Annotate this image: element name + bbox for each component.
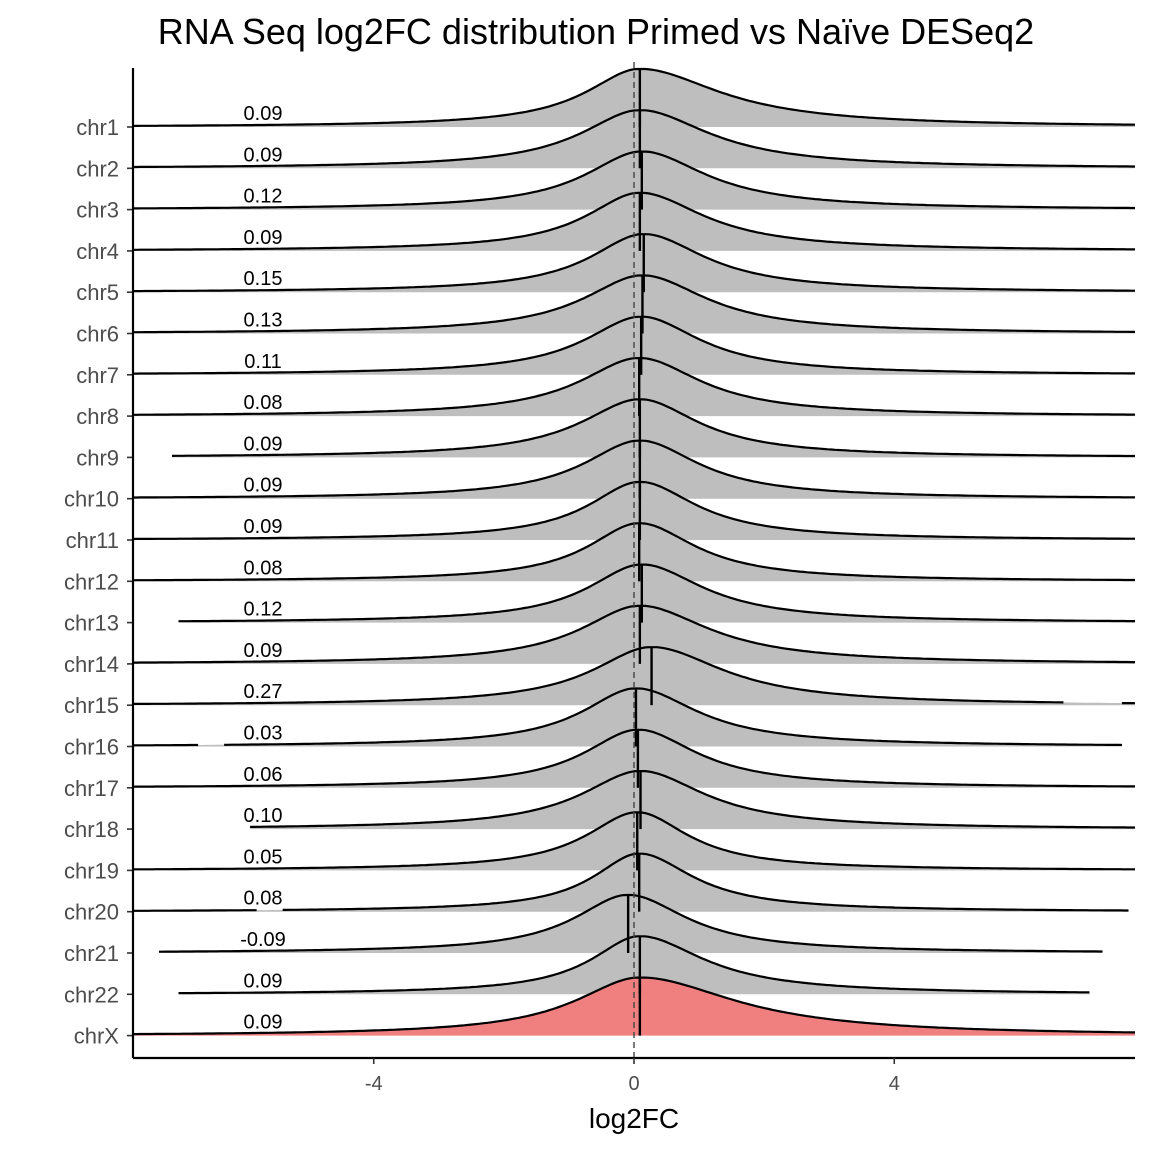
y-tick-label-chr9: chr9 [76,445,119,470]
ridge-fill-chr17 [133,729,1135,788]
y-tick-label-chr1: chr1 [76,115,119,140]
median-value-label-chr9: 0.09 [244,433,283,455]
ridge-chr18 [250,770,1136,830]
ridge-line-chr20 [133,852,1129,912]
ridge-fill-chr13 [178,564,1135,623]
median-value-label-chrX: 0.09 [244,1012,283,1034]
y-tick-label-chr7: chr7 [76,363,119,388]
ridge-fill-chr3 [133,151,1135,210]
median-value-label-chr21: -0.09 [240,929,286,951]
y-tick-label-chr11: chr11 [66,528,119,553]
y-tick-label-chr4: chr4 [76,239,119,264]
x-tick-label: -4 [365,1073,383,1095]
ridge-line-chr21 [159,893,1103,953]
x-tick-label: 0 [628,1073,639,1095]
median-lines-group [626,69,653,1036]
median-value-label-chr18: 0.10 [244,805,283,827]
median-value-label-chr6: 0.13 [244,310,283,332]
y-tick-label-chr16: chr16 [64,735,119,760]
ridge-line-chr18 [250,770,1135,829]
ridge-fill-chr2 [133,110,1135,169]
ridge-fill-chr4 [133,192,1135,251]
median-value-label-chr10: 0.09 [244,475,283,497]
ridge-fill-chr20 [133,853,1129,912]
ridge-fill-chr9 [172,399,1135,458]
ridge-chr13 [178,563,1135,623]
ridge-line-chr8 [133,357,1135,416]
ridge-fill-chr19 [133,812,1135,871]
ridge-chr10 [133,439,1135,499]
ridge-line-chr10 [133,439,1135,499]
y-tick-label-chr15: chr15 [64,693,119,718]
y-tick-label-chrX: chrX [74,1024,120,1049]
y-tick-label-chr14: chr14 [64,652,119,677]
ridge-line-chr1 [133,67,1136,127]
y-tick-label-chr13: chr13 [64,611,119,636]
ridge-line-chr17 [132,728,1135,788]
median-value-label-chr3: 0.12 [244,186,283,208]
ridge-fill-chr11 [133,482,1135,540]
median-value-label-chr14: 0.09 [244,640,283,662]
y-tick-label-chr8: chr8 [76,404,119,429]
ridge-line-chr2 [133,109,1135,169]
median-value-label-chr11: 0.09 [244,516,283,538]
y-tick-label-chr22: chr22 [64,982,119,1007]
ridge-line-chr9 [171,398,1135,458]
value-labels-group: 0.09 0.09 0.12 0.09 0.15 0.13 0.11 0.08 0.09 0.09… [240,103,286,1034]
ridge-line-chr16 [133,687,1122,747]
x-tick-label: 4 [889,1073,900,1095]
ridge-line-chr13 [178,563,1135,623]
ridge-chr9 [171,398,1135,458]
median-value-label-chr5: 0.15 [244,268,283,290]
y-axis: chr1 chr2 chr3 chr4 chr5 chr6 chr7 chr8 chr9 chr1… [64,68,135,1058]
y-tick-label-chr21: chr21 [64,941,119,966]
y-tick-label-chr18: chr18 [64,817,119,842]
ridge-fill-chr10 [133,440,1135,499]
median-value-label-chr13: 0.12 [244,599,283,621]
y-tick-label-chr2: chr2 [76,156,119,181]
y-tick-label-chr6: chr6 [76,322,119,347]
ridge-line-chr15 [133,646,1136,705]
y-tick-label-chr5: chr5 [76,280,119,305]
y-tick-label-chr19: chr19 [64,858,119,883]
ridge-fill-chr18 [250,771,1136,830]
median-value-label-chr4: 0.09 [244,227,283,249]
median-value-label-chr7: 0.11 [244,351,281,373]
y-tick-label-chr10: chr10 [64,487,119,512]
x-axis: -4 0 4 [133,1056,1135,1095]
median-value-label-chr19: 0.05 [244,846,283,868]
median-value-label-chr20: 0.08 [244,888,283,910]
median-value-label-chr15: 0.27 [244,681,283,703]
ridge-fill-chr21 [159,895,1103,953]
chart-title: RNA Seq log2FC distribution Primed vs Na… [158,11,1034,52]
median-value-label-chr8: 0.08 [244,392,283,414]
ridge-chr21 [159,893,1103,953]
median-value-label-chr1: 0.09 [244,103,283,125]
median-value-label-chr17: 0.06 [244,764,283,786]
y-tick-label-chr3: chr3 [76,198,119,223]
median-value-label-chr22: 0.09 [244,970,283,992]
ridge-chr2 [133,109,1135,169]
median-value-label-chr12: 0.08 [244,557,283,579]
x-axis-title: log2FC [589,1103,679,1134]
y-tick-label-chr17: chr17 [64,776,119,801]
median-value-label-chr16: 0.03 [244,723,283,745]
median-value-label-chr2: 0.09 [244,144,283,166]
ridge-fill-chr16 [133,688,1122,747]
y-tick-label-chr20: chr20 [64,900,119,925]
ridge-chr17 [132,728,1135,788]
y-tick-label-chr12: chr12 [64,569,119,594]
ridge-chr16 [133,687,1122,747]
ridge-chr20 [133,852,1129,912]
